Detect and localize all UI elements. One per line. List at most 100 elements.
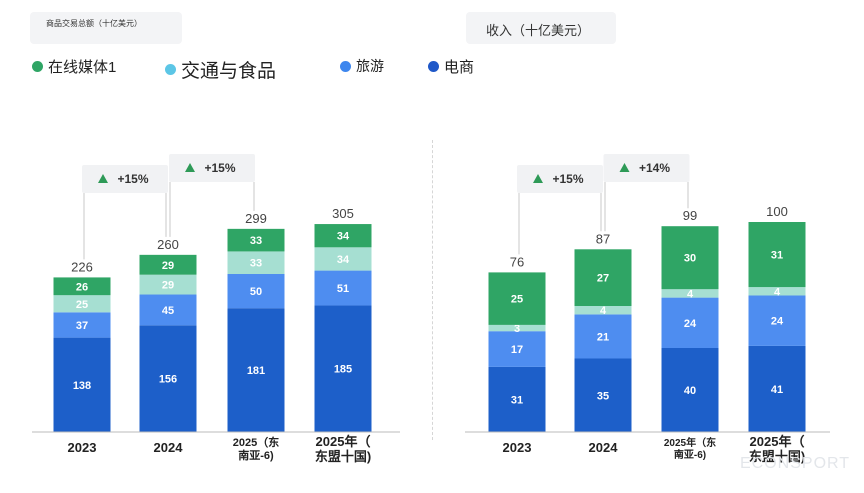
bar-segment (227, 251, 285, 274)
bar-segment-value: 3 (514, 323, 520, 335)
legend-label-travel: 旅游 (356, 58, 384, 74)
legend-dot-travel (340, 60, 351, 72)
x-tick-label: 2025年（ (316, 434, 371, 449)
bar-segment (139, 294, 197, 326)
bar-segment-value: 33 (250, 235, 262, 247)
x-tick-label: 南亚-6) (674, 448, 706, 461)
bar-segment (748, 345, 806, 432)
bar-segment (314, 247, 372, 271)
right-chart-title: 收入（十亿美元） (466, 12, 616, 44)
panel-divider (432, 140, 433, 440)
bar-segment (139, 254, 197, 275)
x-tick-label: 2024 (589, 440, 619, 455)
bar-segment (314, 270, 372, 306)
bar-segment (574, 358, 632, 432)
bar-segment (488, 272, 546, 325)
growth-up-icon (619, 163, 630, 172)
bar-segment-value: 34 (337, 254, 350, 266)
bar-segment (488, 366, 546, 432)
legend-item-travel: 旅游 (340, 56, 384, 76)
bar-segment (53, 277, 111, 296)
growth-callout-box (603, 154, 690, 182)
bar-segment (748, 222, 806, 288)
left-chart-title-text: 商品交易总额（十亿美元） (46, 19, 142, 28)
legend-dot-ecommerce (428, 61, 439, 72)
bar-total-label: 299 (245, 211, 267, 226)
bar-segment-value: 40 (684, 385, 696, 397)
bar-total-label: 100 (766, 204, 788, 219)
legend: 在线媒体1 交通与食品 旅游 电商 (0, 56, 864, 82)
bar-segment-value: 181 (247, 365, 265, 377)
left-chart-title: 商品交易总额（十亿美元） (30, 12, 182, 44)
bar-segment (661, 226, 719, 290)
x-tick-label: 2025年（东 (664, 436, 716, 449)
legend-label-online-media: 在线媒体1 (48, 59, 117, 76)
x-tick-label: 2025（东 (233, 435, 279, 449)
bar-total-label: 226 (71, 259, 93, 274)
legend-item-ecommerce: 电商 (428, 56, 474, 77)
bar-segment-value: 34 (337, 231, 350, 243)
bar-segment-value: 17 (511, 344, 523, 356)
growth-label: +14% (639, 161, 670, 175)
bar-segment-value: 25 (511, 294, 523, 306)
bar-segment-value: 185 (334, 364, 352, 376)
legend-item-transport-food: 交通与食品 (165, 56, 276, 83)
bar-segment (488, 331, 546, 367)
legend-label-transport-food: 交通与食品 (181, 61, 277, 82)
bar-segment-value: 51 (337, 283, 349, 295)
x-tick-label: 东盟十国) (315, 449, 371, 464)
bar-segment-value: 33 (250, 258, 262, 270)
bar-segment (661, 289, 719, 298)
bar-segment (661, 297, 719, 348)
bar-segment-value: 50 (250, 286, 262, 298)
bar-segment (227, 308, 285, 432)
legend-label-ecommerce: 电商 (444, 59, 475, 76)
bar-segment (488, 324, 546, 332)
right-chart-title-text: 收入（十亿美元） (486, 23, 591, 38)
bar-segment (748, 287, 806, 296)
bar-segment (574, 314, 632, 359)
bar-segment-value: 29 (162, 260, 174, 272)
bar-total-label: 99 (683, 208, 697, 223)
bar-segment-value: 37 (76, 320, 88, 332)
growth-label: +15% (204, 161, 235, 175)
bar-segment-value: 21 (597, 331, 609, 343)
bar-segment (574, 306, 632, 315)
bar-segment (314, 224, 372, 248)
bar-segment-value: 35 (597, 390, 609, 402)
bar-segment-value: 26 (76, 281, 88, 293)
bar-segment (574, 249, 632, 306)
bar-segment (139, 274, 197, 295)
bar-segment (139, 325, 197, 432)
bar-total-label: 305 (332, 206, 354, 221)
bar-segment (661, 348, 719, 432)
x-tick-label: 东盟十国) (749, 449, 805, 464)
bar-segment-value: 24 (771, 316, 784, 328)
growth-label: +15% (552, 172, 583, 186)
bar-segment (53, 295, 111, 313)
bar-segment (53, 337, 111, 432)
bar-segment-value: 156 (159, 374, 177, 386)
x-tick-label: 2025年（ (750, 434, 805, 449)
bar-segment (227, 273, 285, 309)
growth-callout-box (82, 165, 168, 193)
bar-segment-value: 24 (684, 318, 697, 330)
bar-total-label: 87 (596, 231, 610, 246)
bar-segment-value: 4 (600, 305, 607, 317)
x-tick-label: 2023 (503, 440, 532, 455)
bar-segment-value: 30 (684, 253, 696, 265)
legend-dot-online-media (32, 61, 43, 72)
bar-segment (53, 312, 111, 338)
x-tick-label: 南亚-6) (238, 448, 274, 462)
x-tick-label: 2023 (68, 440, 97, 455)
bar-segment-value: 45 (162, 305, 174, 317)
bar-segment-value: 41 (771, 384, 783, 396)
bar-segment-value: 4 (687, 288, 694, 300)
bar-segment (227, 228, 285, 252)
bar-segment-value: 31 (771, 250, 783, 262)
bar-segment-value: 29 (162, 280, 174, 292)
growth-label: +15% (117, 172, 148, 186)
bar-segment (748, 295, 806, 346)
bar-segment-value: 25 (76, 299, 88, 311)
